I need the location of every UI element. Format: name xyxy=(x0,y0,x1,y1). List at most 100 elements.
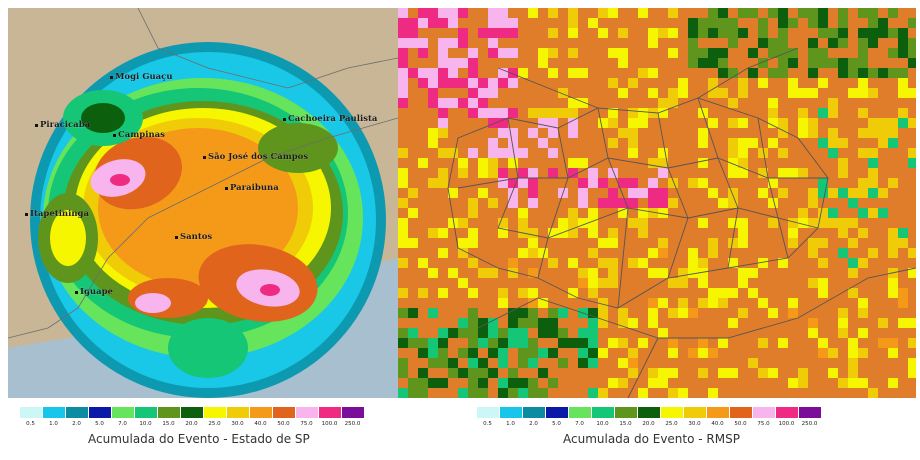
legend-value: 20.0 xyxy=(185,421,198,427)
legend-swatch xyxy=(272,407,295,418)
city-marker xyxy=(113,134,116,137)
city-marker xyxy=(283,118,286,121)
legend-swatch xyxy=(180,407,203,418)
legend-swatch xyxy=(249,407,272,418)
legend-value: 5.0 xyxy=(552,421,561,427)
legend-swatch xyxy=(660,407,683,418)
city-label: Campinas xyxy=(118,130,165,140)
legend-value: 25.0 xyxy=(665,421,678,427)
legend-swatch xyxy=(88,407,111,418)
legend-item: 20.0 xyxy=(180,407,203,427)
legend-value: 7.0 xyxy=(575,421,584,427)
legend-swatch xyxy=(65,407,88,418)
city-label: Iguape xyxy=(80,287,114,297)
rmsp-radar-svg xyxy=(398,8,916,398)
legend-value: 25.0 xyxy=(208,421,221,427)
legend-left: 0.5 1.0 2.0 5.0 7.0 10.0 15.0 20.0 25.0 30.0 40.0 5… xyxy=(19,407,364,427)
legend-swatch xyxy=(637,407,660,418)
legend-value: 0.5 xyxy=(26,421,35,427)
legend-swatch xyxy=(729,407,752,418)
legend-swatch xyxy=(134,407,157,418)
legend-value: 30.0 xyxy=(231,421,244,427)
legend-item: 100.0 xyxy=(775,407,798,427)
legend-item: 25.0 xyxy=(660,407,683,427)
legend-swatch xyxy=(226,407,249,418)
legend-item: 1.0 xyxy=(42,407,65,427)
legend-value: 100.0 xyxy=(321,421,338,427)
city-label: Mogi Guaçu xyxy=(115,72,173,82)
legend-value: 75.0 xyxy=(300,421,313,427)
legend-item: 250.0 xyxy=(341,407,364,427)
legend-item: 40.0 xyxy=(706,407,729,427)
city-label: Piracicaba xyxy=(40,120,91,130)
legend-swatch xyxy=(318,407,341,418)
legend-value: 1.0 xyxy=(49,421,58,427)
left-map-caption: Acumulada do Evento - Estado de SP xyxy=(88,432,310,446)
legend-swatch xyxy=(476,407,499,418)
legend-value: 15.0 xyxy=(619,421,632,427)
legend-item: 250.0 xyxy=(798,407,821,427)
legend-item: 7.0 xyxy=(568,407,591,427)
city-marker xyxy=(35,124,38,127)
legend-value: 2.0 xyxy=(72,421,81,427)
legend-value: 40.0 xyxy=(254,421,267,427)
legend-right: 0.5 1.0 2.0 5.0 7.0 10.0 15.0 20.0 25.0 30.0 40.0 5… xyxy=(476,407,821,427)
legend-value: 15.0 xyxy=(162,421,175,427)
legend-item: 10.0 xyxy=(134,407,157,427)
city-marker xyxy=(203,156,206,159)
legend-swatch xyxy=(591,407,614,418)
legend-value: 100.0 xyxy=(778,421,795,427)
legend-value: 40.0 xyxy=(711,421,724,427)
rmsp-radar-map xyxy=(398,8,916,398)
legend-value: 20.0 xyxy=(642,421,655,427)
legend-item: 15.0 xyxy=(614,407,637,427)
legend-value: 250.0 xyxy=(801,421,818,427)
legend-value: 1.0 xyxy=(506,421,515,427)
legend-swatch xyxy=(295,407,318,418)
legend-swatch xyxy=(568,407,591,418)
legend-swatch xyxy=(157,407,180,418)
legend-item: 15.0 xyxy=(157,407,180,427)
legend-value: 30.0 xyxy=(688,421,701,427)
legend-swatch xyxy=(798,407,821,418)
legend-item: 25.0 xyxy=(203,407,226,427)
city-marker xyxy=(75,291,78,294)
legend-item: 5.0 xyxy=(545,407,568,427)
legend-item: 50.0 xyxy=(272,407,295,427)
legend-item: 10.0 xyxy=(591,407,614,427)
legend-value: 0.5 xyxy=(483,421,492,427)
right-map-caption: Acumulada do Evento - RMSP xyxy=(563,432,740,446)
legend-swatch xyxy=(775,407,798,418)
city-marker xyxy=(175,236,178,239)
legend-swatch xyxy=(19,407,42,418)
state-radar-map: Mogi Guaçu Piracicaba Campinas Cachoeira Pa… xyxy=(8,8,398,398)
city-markers: Mogi Guaçu Piracicaba Campinas Cachoeira Pa… xyxy=(25,72,378,297)
legend-swatch xyxy=(111,407,134,418)
legend-swatch xyxy=(545,407,568,418)
state-border xyxy=(8,117,398,339)
city-label: Paraibuna xyxy=(230,183,279,193)
legend-value: 50.0 xyxy=(277,421,290,427)
legend-value: 2.0 xyxy=(529,421,538,427)
legend-item: 0.5 xyxy=(476,407,499,427)
city-label: Itapetininga xyxy=(30,209,89,219)
precipitation-field xyxy=(38,78,363,378)
city-label: Cachoeira Paulista xyxy=(288,114,378,124)
city-marker xyxy=(225,187,228,190)
legend-value: 7.0 xyxy=(118,421,127,427)
legend-item: 5.0 xyxy=(88,407,111,427)
legend-value: 10.0 xyxy=(139,421,152,427)
legend-swatch xyxy=(614,407,637,418)
legend-item: 50.0 xyxy=(729,407,752,427)
legend-item: 0.5 xyxy=(19,407,42,427)
legend-item: 100.0 xyxy=(318,407,341,427)
legend-item: 2.0 xyxy=(65,407,88,427)
city-label: São José dos Campos xyxy=(208,151,308,162)
legend-item: 7.0 xyxy=(111,407,134,427)
legend-swatch xyxy=(203,407,226,418)
legend-item: 2.0 xyxy=(522,407,545,427)
legend-value: 10.0 xyxy=(596,421,609,427)
municipality-borders xyxy=(447,47,916,398)
legend-swatch xyxy=(683,407,706,418)
legend-swatch xyxy=(42,407,65,418)
